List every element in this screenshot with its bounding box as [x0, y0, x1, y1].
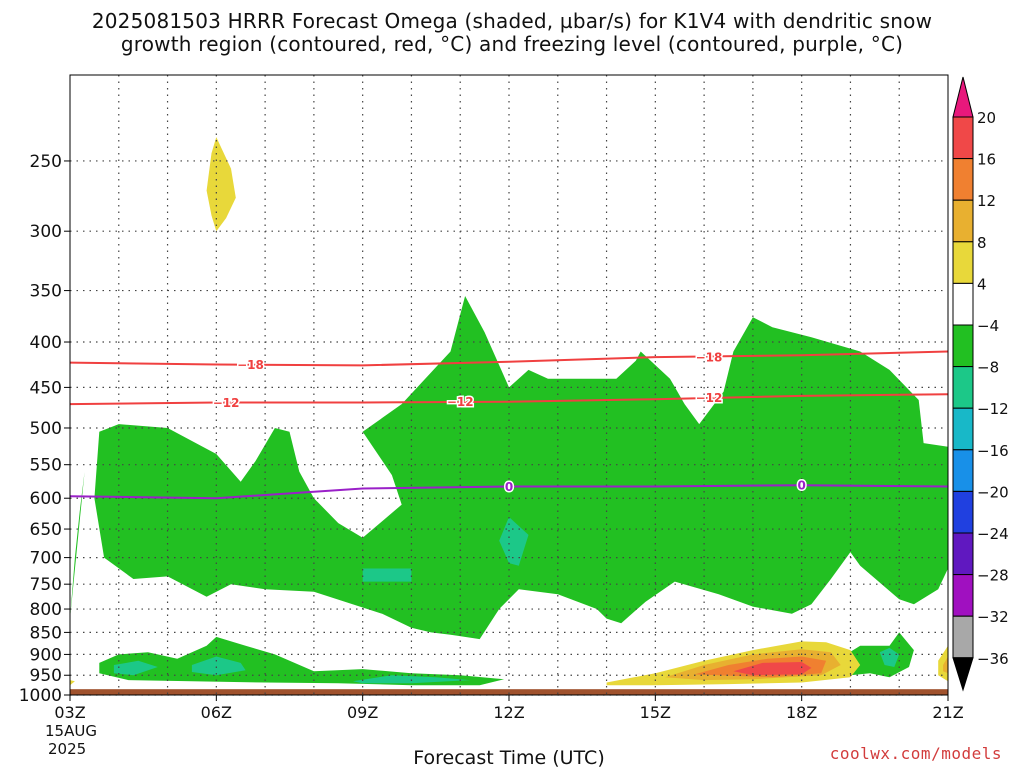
- omega-region-10: [206, 137, 236, 232]
- y-tick-label-5: 500: [30, 419, 62, 439]
- colorbar-box-13: [952, 615, 974, 659]
- x-axis-title: Forecast Time (UTC): [413, 747, 604, 768]
- colorbar-label-7: −12: [977, 400, 1009, 418]
- x-tick-label-2: 09Z: [347, 703, 378, 722]
- contour-line-0: [69, 350, 949, 367]
- y-tick-label-9: 700: [30, 549, 62, 569]
- omega-region-8: [879, 647, 900, 667]
- credit-text: coolwx.com/models: [829, 744, 1002, 763]
- x-tick-label-6: 21Z: [932, 703, 963, 722]
- y-tick-label-1: 300: [30, 222, 62, 242]
- omega-region-5: [191, 656, 246, 676]
- y-tick-label-7: 600: [30, 489, 62, 509]
- chart-title-line2: growth region (contoured, red, °C) and f…: [120, 32, 904, 56]
- y-tick-label-8: 650: [30, 520, 62, 540]
- y-tick-label-2: 350: [30, 282, 62, 302]
- contour-label-2-1: 0: [797, 479, 805, 493]
- contour-label-0-1: −18: [696, 351, 723, 365]
- y-tick-label-14: 950: [30, 666, 62, 686]
- temperature-contours: −18 −18 −12 −12 −12 0 0: [69, 349, 949, 500]
- colorbar-label-0: 20: [977, 109, 996, 127]
- colorbar-label-4: 4: [977, 275, 987, 293]
- omega-region-9: [70, 471, 85, 619]
- omega-region-15: [938, 645, 948, 682]
- y-tick-label-13: 900: [30, 645, 62, 665]
- x-tick-label-1: 06Z: [201, 703, 232, 722]
- colorbar-box-12: [952, 574, 974, 617]
- colorbar-box-11: [952, 532, 974, 576]
- contour-label-1-2: −12: [696, 391, 723, 405]
- omega-region-16: [943, 656, 948, 674]
- colorbar: 20 16 12 8 4 −4 −8 −12 −16 −20 −24 −28 −32 −36: [952, 76, 1009, 692]
- colorbar-box-4: [952, 241, 974, 284]
- omega-region-17: [70, 680, 75, 686]
- y-tick-label-15: 1000: [19, 686, 62, 706]
- y-axis: 2503003504004505005506006507007508008509…: [19, 152, 70, 706]
- colorbar-box-3: [952, 199, 974, 243]
- x-tick-label-3: 12Z: [493, 703, 524, 722]
- date-label-year: 2025: [48, 740, 86, 758]
- colorbar-box-7: [952, 366, 974, 409]
- contour-label-1-1: −12: [447, 395, 474, 409]
- omega-region-6: [352, 675, 470, 684]
- omega-region-14: [733, 662, 812, 676]
- y-tick-label-3: 400: [30, 333, 62, 353]
- colorbar-label-2: 12: [977, 192, 996, 210]
- colorbar-top-arrow: [952, 76, 974, 118]
- colorbar-box-6: [952, 324, 974, 368]
- colorbar-label-12: −32: [977, 608, 1009, 626]
- omega-region-4: [113, 660, 158, 676]
- contour-line-2: [69, 484, 949, 500]
- colorbar-box-9: [952, 449, 974, 492]
- omega-region-1: [362, 568, 412, 582]
- colorbar-box-8: [952, 407, 974, 451]
- colorbar-label-9: −20: [977, 483, 1009, 501]
- colorbar-label-5: −4: [977, 317, 999, 335]
- y-tick-label-10: 750: [30, 575, 62, 595]
- x-tick-label-0: 03Z: [54, 703, 85, 722]
- colorbar-label-6: −8: [977, 359, 999, 377]
- omega-region-0: [94, 296, 948, 640]
- x-tick-label-4: 15Z: [640, 703, 671, 722]
- colorbar-box-2: [952, 158, 974, 201]
- contour-label-1-0: −12: [213, 396, 240, 410]
- contour-label-2-0: 0: [505, 480, 513, 494]
- y-tick-label-11: 800: [30, 600, 62, 620]
- ground-surface: [70, 689, 948, 695]
- colorbar-box-10: [952, 490, 974, 534]
- colorbar-label-10: −24: [977, 525, 1009, 543]
- y-tick-label-6: 550: [30, 456, 62, 476]
- y-tick-label-0: 250: [30, 152, 62, 172]
- colorbar-label-8: −16: [977, 442, 1009, 460]
- colorbar-label-3: 8: [977, 234, 987, 252]
- colorbar-label-1: 16: [977, 151, 996, 169]
- colorbar-label-13: −36: [977, 650, 1009, 668]
- colorbar-label-11: −28: [977, 567, 1009, 585]
- y-tick-label-12: 850: [30, 623, 62, 643]
- contour-label-0-0: −18: [237, 358, 264, 372]
- date-label-day: 15AUG: [45, 722, 97, 740]
- contour-line-1: [69, 393, 949, 406]
- colorbar-box-1: [952, 116, 974, 160]
- y-tick-label-4: 450: [30, 378, 62, 398]
- chart-title-line1: 2025081503 HRRR Forecast Omega (shaded, …: [91, 9, 933, 33]
- x-tick-label-5: 18Z: [786, 703, 817, 722]
- colorbar-bottom-arrow: [952, 657, 974, 692]
- colorbar-box-5: [952, 282, 974, 326]
